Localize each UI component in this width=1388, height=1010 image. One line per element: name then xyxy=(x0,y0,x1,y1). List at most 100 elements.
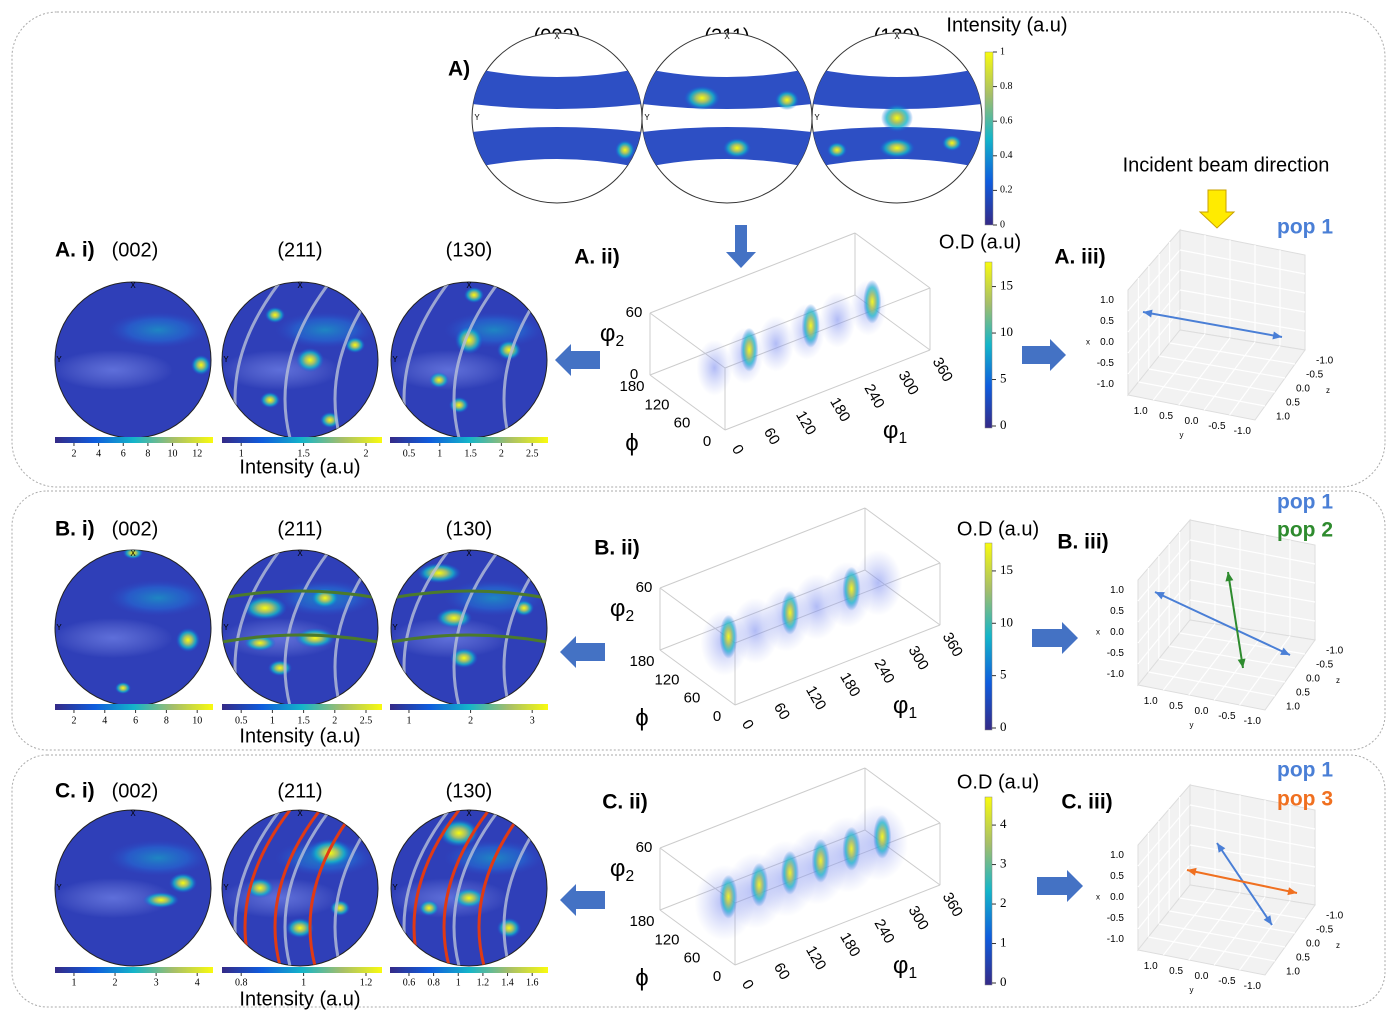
Phi-axis-label: ϕ xyxy=(635,964,648,991)
axis-mark: X xyxy=(130,281,136,290)
z-tick-label: -0.5 xyxy=(1306,370,1324,381)
phi1-tick-label: 360 xyxy=(929,355,956,385)
colorbar-title: Intensity (a.u) xyxy=(239,725,360,747)
colorbar-tick-label: 0.4 xyxy=(1000,150,1013,161)
axis-mark: X xyxy=(466,809,472,818)
texture xyxy=(53,618,173,658)
pole-label: (211) xyxy=(277,780,322,802)
phi2-axis-label: φ2 xyxy=(610,855,634,885)
phi2-axis-label: φ2 xyxy=(610,595,634,625)
hotspot xyxy=(497,918,521,938)
axis-mark: Y xyxy=(56,883,62,892)
colorbar-tick-label: 10 xyxy=(192,715,202,726)
phi1-tick-label: 120 xyxy=(802,943,829,973)
z-tick-label: 0.5 xyxy=(1296,953,1310,964)
colorbar-tick-label: 10 xyxy=(1000,324,1013,339)
panel-label: C. iii) xyxy=(1061,791,1112,814)
flow-arrow xyxy=(726,225,756,268)
hotspot xyxy=(169,873,197,893)
colorbar xyxy=(985,262,992,428)
x-tick-label: -1.0 xyxy=(1107,934,1125,945)
colorbar-tick-label: 5 xyxy=(1000,667,1007,682)
phi1-tick-label: 300 xyxy=(905,903,932,933)
phi1-tick-label: 300 xyxy=(905,643,932,673)
phi1-tick-label: 0 xyxy=(738,717,757,733)
x-tick-label: -1.0 xyxy=(1107,669,1125,680)
colorbar-tick-label: 1 xyxy=(437,448,442,459)
phi1-tick-label: 180 xyxy=(826,395,853,425)
hotspot xyxy=(881,104,913,132)
axis-mark: X xyxy=(724,32,730,41)
hotspot xyxy=(419,900,439,916)
axis-mark: Y xyxy=(392,623,398,632)
hotspot xyxy=(308,839,352,867)
colorbar xyxy=(55,704,213,710)
colorbar xyxy=(390,704,548,710)
axis-mark: Y xyxy=(392,883,398,892)
colorbar-tick-label: 10 xyxy=(168,448,178,459)
x-tick-label: 0.0 xyxy=(1110,627,1124,638)
axis-mark: X xyxy=(297,549,303,558)
beam-label: Incident beam direction xyxy=(1123,154,1330,176)
panel-label: C. i) xyxy=(55,780,95,803)
axis-mark: Y xyxy=(223,883,229,892)
pole-figure xyxy=(642,33,812,203)
panel-label: C. ii) xyxy=(602,791,648,814)
hotspot xyxy=(436,608,472,628)
phi1-tick-label: 60 xyxy=(770,700,793,723)
phi1-tick-label: 240 xyxy=(861,381,888,411)
colorbar-title: O.D (a.u) xyxy=(957,518,1039,540)
colorbar xyxy=(222,704,382,710)
colorbar xyxy=(55,967,213,973)
colorbar xyxy=(390,437,548,443)
odf-peak xyxy=(873,815,891,859)
hotspot xyxy=(429,372,449,388)
x-tick-label: 0.0 xyxy=(1110,892,1124,903)
colorbar-title: O.D (a.u) xyxy=(939,231,1021,253)
odf-peak xyxy=(863,280,881,324)
colorbar xyxy=(390,967,548,973)
panel-label: A. i) xyxy=(55,239,95,262)
x-tick-label: 1.0 xyxy=(1100,295,1114,306)
z-tick-label: 1.0 xyxy=(1286,702,1300,713)
y-tick-label: 1.0 xyxy=(1134,406,1148,417)
panel-label: B. i) xyxy=(55,518,95,541)
phi1-axis-label: φ1 xyxy=(883,417,907,447)
colorbar-tick-label: 15 xyxy=(1000,562,1013,577)
colorbar-tick-label: 1 xyxy=(406,715,411,726)
odf-cloud xyxy=(697,340,733,396)
colorbar-tick-label: 15 xyxy=(1000,278,1013,293)
colorbar-tick-label: 2 xyxy=(468,715,473,726)
colorbar-tick-label: 2 xyxy=(113,977,118,988)
colorbar-tick-label: 3 xyxy=(530,715,535,726)
colorbar-tick-label: 0.5 xyxy=(403,448,416,459)
y-axis-label: y xyxy=(1190,721,1194,730)
phi1-tick-label: 360 xyxy=(939,890,966,920)
colorbar xyxy=(222,967,382,973)
panel-label: A. ii) xyxy=(574,246,620,269)
axis-mark: Y xyxy=(392,355,398,364)
Phi-tick-label: 0 xyxy=(713,708,721,725)
y-axis-label: y xyxy=(1190,986,1194,995)
colorbar-tick-label: 3 xyxy=(154,977,159,988)
colorbar-tick-label: 8 xyxy=(164,715,169,726)
phi1-tick-label: 0 xyxy=(728,442,747,458)
axis-mark: Y xyxy=(474,113,480,122)
x-tick-label: 0.5 xyxy=(1110,871,1124,882)
colorbar-tick-label: 10 xyxy=(1000,614,1013,629)
colorbar-tick-label: 1 xyxy=(456,977,461,988)
symbol: φ xyxy=(610,595,626,622)
panel-label: B. iii) xyxy=(1057,531,1108,554)
phi1-tick-label: 240 xyxy=(871,916,898,946)
phi1-tick-label: 180 xyxy=(836,930,863,960)
y-tick-label: 1.0 xyxy=(1144,696,1158,707)
Phi-tick-label: 180 xyxy=(629,653,654,670)
symbol: φ xyxy=(893,692,909,719)
Phi-tick-label: 120 xyxy=(644,396,669,413)
colorbar-tick-label: 2 xyxy=(71,448,76,459)
hotspot xyxy=(449,397,469,413)
Phi-tick-label: 180 xyxy=(629,913,654,930)
legend-label: pop 1 xyxy=(1277,759,1333,782)
flow-arrow xyxy=(1022,339,1066,371)
phi2-tick-label: 60 xyxy=(636,839,653,856)
